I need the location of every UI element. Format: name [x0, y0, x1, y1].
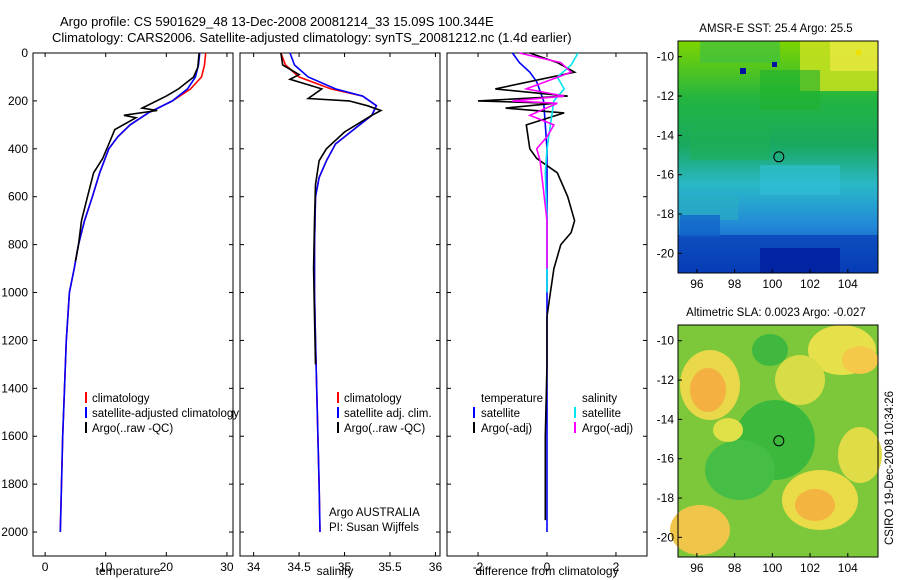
y-tick-label: 2000 — [1, 525, 28, 539]
sla-map-title: Altimetric SLA: 0.0023 Argo: -0.027 — [686, 307, 866, 319]
map-x-tick-label: 100 — [762, 277, 782, 291]
x-tick-label: 35 — [338, 560, 352, 574]
sst-heatmap-texture — [678, 41, 878, 273]
map-y-tick-label: -14 — [657, 128, 675, 142]
argo-position-marker — [773, 151, 785, 163]
x-tick-label: 34 — [247, 560, 261, 574]
series-line-satellite-adjusted-climatology — [59, 52, 201, 533]
salinity-legend: climatology satellite adj. clim. Argo(..… — [337, 392, 432, 435]
sla-heatmap-texture — [670, 325, 882, 555]
sst-map-title: AMSR-E SST: 25.4 Argo: 25.5 — [699, 23, 852, 35]
x-tick-label: -2 — [473, 560, 484, 574]
x-tick-label: 36 — [429, 560, 443, 574]
series-line-temperature-argo-adj- — [477, 52, 577, 521]
salinity-panel: 34 34.5 35 35.5 36 salinity climatology sate… — [239, 52, 443, 578]
map-x-tick-label: 104 — [838, 561, 858, 575]
y-tick-label: 1000 — [1, 286, 28, 300]
map-y-tick-label: -16 — [657, 168, 675, 182]
map-y-tick-label: -18 — [657, 491, 675, 505]
legend-label-sal-argo: Argo(-adj) — [582, 423, 633, 435]
y-tick-label: 1600 — [1, 429, 28, 443]
legend-label-climatology: climatology — [344, 393, 402, 405]
map-y-tick-label: -20 — [657, 530, 675, 544]
temperature-panel: 0 200 400 600 800 1000 1200 1400 1600 1800 2000 0 1… — [1, 46, 239, 578]
salinity-axes-frame — [239, 52, 441, 557]
map-x-tick-label: 98 — [728, 561, 742, 575]
legend-label-climatology: climatology — [92, 393, 150, 405]
salinity-xlabel: salinity — [317, 564, 354, 578]
legend-label-argo: Argo(..raw -QC) — [344, 423, 425, 435]
legend-title-salinity: salinity — [582, 393, 617, 405]
series-line-argo — [280, 52, 383, 365]
x-tick-label: 0 — [42, 560, 49, 574]
series-line-argo — [74, 52, 200, 262]
y-tick-label: 1800 — [1, 477, 28, 491]
csiro-timestamp: CSIRO 19-Dec-2008 10:34:26 — [884, 391, 896, 545]
legend-label-sal-satellite: satellite — [582, 408, 621, 420]
sla-map-frame — [677, 324, 879, 558]
map-x-tick-label: 104 — [838, 277, 858, 291]
map-x-tick-label: 96 — [690, 561, 704, 575]
y-tick-label: 200 — [8, 94, 28, 108]
map-y-tick-label: -20 — [657, 246, 675, 260]
x-tick-label: 30 — [220, 560, 234, 574]
map-x-tick-label: 98 — [728, 277, 742, 291]
float-pi-annotation: PI: Susan Wijffels — [329, 522, 419, 534]
x-tick-label: 0 — [544, 560, 551, 574]
legend-label-temp-argo: Argo(-adj) — [481, 423, 532, 435]
temperature-axes-frame — [32, 52, 234, 557]
y-tick-label: 1400 — [1, 381, 28, 395]
legend-title-temperature: temperature — [481, 393, 543, 405]
x-tick-label: 34.5 — [287, 560, 311, 574]
legend-label-satellite: satellite-adjusted climatology — [92, 408, 239, 420]
difference-panel: -2 0 2 difference from climatology tempera… — [446, 52, 648, 578]
y-tick-label: 400 — [8, 142, 28, 156]
map-x-tick-label: 96 — [690, 277, 704, 291]
figure-title-line1: Argo profile: CS 5901629_48 13-Dec-2008 … — [60, 14, 494, 29]
sst-map-panel: AMSR-E SST: 25.4 Argo: 25.5 96 98 100 102 10… — [657, 23, 879, 291]
legend-label-argo: Argo(..raw -QC) — [92, 423, 173, 435]
map-y-tick-label: -10 — [657, 50, 675, 64]
map-y-tick-label: -14 — [657, 412, 675, 426]
y-tick-label: 800 — [8, 238, 28, 252]
difference-legend: temperature satellite Argo(-adj) salinit… — [473, 393, 633, 435]
sst-map-frame — [677, 40, 879, 274]
map-y-tick-label: -10 — [657, 334, 675, 348]
difference-xlabel: difference from climatology — [475, 564, 618, 578]
argo-position-marker — [773, 435, 785, 447]
x-tick-label: 20 — [160, 560, 174, 574]
temperature-xlabel: temperature — [96, 564, 161, 578]
y-tick-label: 600 — [8, 190, 28, 204]
map-x-tick-label: 100 — [762, 561, 782, 575]
temperature-legend: climatology satellite-adjusted climatolo… — [85, 392, 239, 435]
y-tick-label: 1200 — [1, 333, 28, 347]
y-tick-label: 0 — [21, 46, 28, 60]
map-y-tick-label: -12 — [657, 89, 675, 103]
x-tick-label: 10 — [99, 560, 113, 574]
map-x-tick-label: 102 — [800, 561, 820, 575]
map-x-tick-label: 102 — [800, 277, 820, 291]
sla-map-panel: Altimetric SLA: 0.0023 Argo: -0.027 96 98… — [657, 307, 882, 575]
map-y-tick-label: -16 — [657, 452, 675, 466]
map-y-tick-label: -12 — [657, 373, 675, 387]
series-line-salinity-argo-adj- — [512, 52, 573, 269]
x-tick-label: 2 — [613, 560, 620, 574]
legend-label-temp-satellite: satellite — [481, 408, 520, 420]
x-tick-label: 35.5 — [378, 560, 402, 574]
figure-title-line2: Climatology: CARS2006. Satellite-adjuste… — [52, 30, 572, 45]
float-owner-annotation: Argo AUSTRALIA — [329, 507, 420, 519]
legend-label-satellite: satellite adj. clim. — [344, 408, 432, 420]
map-y-tick-label: -18 — [657, 207, 675, 221]
